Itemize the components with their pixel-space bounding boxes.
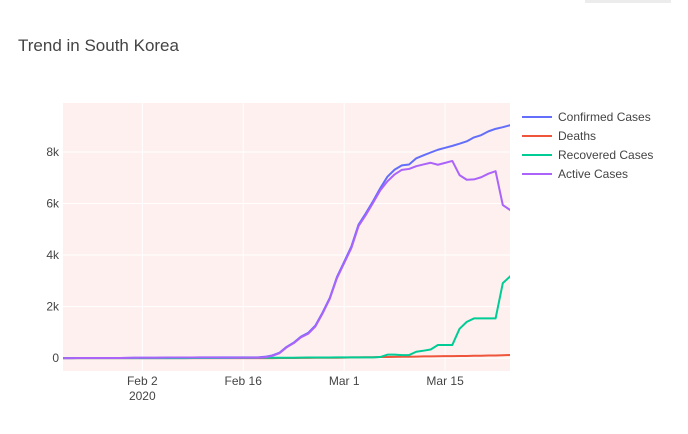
- legend-item-active-cases[interactable]: Active Cases: [522, 167, 628, 181]
- legend-item-deaths[interactable]: Deaths: [522, 129, 596, 143]
- y-tick-label: 0: [52, 351, 59, 365]
- x-tick-label: Mar 15: [426, 374, 464, 388]
- top-toolbar-strip: [585, 0, 671, 3]
- legend-label: Confirmed Cases: [558, 110, 651, 124]
- chart-title: Trend in South Korea: [18, 36, 179, 55]
- x-tick-label: Mar 1: [329, 374, 360, 388]
- y-tick-label: 4k: [46, 248, 60, 262]
- y-tick-label: 2k: [46, 300, 60, 314]
- y-axis: 0 2k 4k 6k 8k: [46, 145, 60, 365]
- y-tick-label: 6k: [46, 197, 60, 211]
- series-layer: [63, 124, 510, 360]
- x-tick-label: Feb 16: [225, 374, 263, 388]
- legend-label: Recovered Cases: [558, 148, 653, 162]
- x-tick-sublabel: 2020: [129, 389, 156, 403]
- legend-label: Active Cases: [558, 167, 628, 181]
- legend-label: Deaths: [558, 129, 596, 143]
- y-tick-label: 8k: [46, 145, 60, 159]
- legend-item-recovered-cases[interactable]: Recovered Cases: [522, 148, 653, 162]
- legend-item-confirmed-cases[interactable]: Confirmed Cases: [522, 110, 651, 124]
- plot-background: [63, 103, 510, 371]
- x-tick-label: Feb 2: [127, 374, 158, 388]
- series-line-active-cases: [63, 159, 510, 360]
- legend[interactable]: Confirmed Cases Deaths Recovered Cases Acti…: [522, 110, 653, 181]
